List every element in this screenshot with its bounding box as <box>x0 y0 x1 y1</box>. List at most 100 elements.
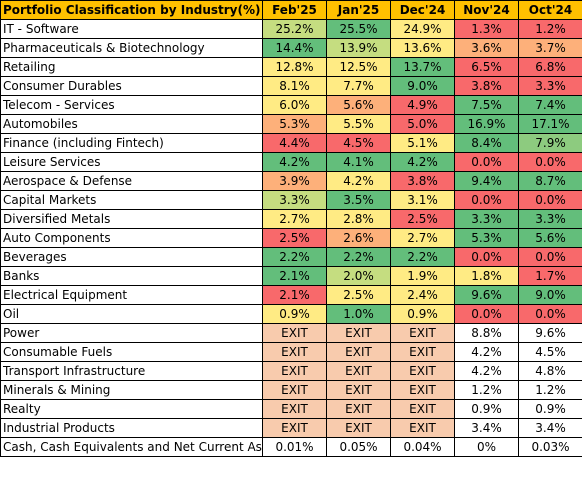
value-cell-oct-24: 4.8% <box>518 361 582 381</box>
value-cell-jan-25: 5.5% <box>326 114 391 134</box>
industry-label: Aerospace & Defense <box>0 171 263 191</box>
value-cell-oct-24: 0.9% <box>518 399 582 419</box>
value-cell-nov-24: 0.0% <box>454 152 519 172</box>
value-cell-jan-25: EXIT <box>326 361 391 381</box>
value-cell-jan-25: 12.5% <box>326 57 391 77</box>
value-cell-nov-24: 0% <box>454 437 519 457</box>
value-cell-jan-25: 2.6% <box>326 228 391 248</box>
value-cell-jan-25: 0.05% <box>326 437 391 457</box>
value-cell-feb-25: 3.9% <box>262 171 327 191</box>
value-cell-oct-24: 1.7% <box>518 266 582 286</box>
table-row: Auto Components 2.5% 2.6% 2.7% 5.3% 5.6% <box>0 228 582 248</box>
header-row: Portfolio Classification by Industry(%) … <box>0 0 582 20</box>
industry-label: Consumable Fuels <box>0 342 263 362</box>
value-cell-feb-25: 6.0% <box>262 95 327 115</box>
value-cell-dec-24: 2.4% <box>390 285 455 305</box>
value-cell-dec-24: 5.0% <box>390 114 455 134</box>
table-row: Oil 0.9% 1.0% 0.9% 0.0% 0.0% <box>0 304 582 324</box>
table-row: Minerals & Mining EXIT EXIT EXIT 1.2% 1.2% <box>0 380 582 400</box>
value-cell-nov-24: 3.3% <box>454 209 519 229</box>
value-cell-jan-25: EXIT <box>326 342 391 362</box>
value-cell-oct-24: 8.7% <box>518 171 582 191</box>
value-cell-dec-24: 4.9% <box>390 95 455 115</box>
value-cell-oct-24: 3.3% <box>518 76 582 96</box>
value-cell-oct-24: 1.2% <box>518 380 582 400</box>
industry-label: Telecom - Services <box>0 95 263 115</box>
table-row: Aerospace & Defense 3.9% 4.2% 3.8% 9.4% 8.7% <box>0 171 582 191</box>
value-cell-jan-25: 13.9% <box>326 38 391 58</box>
table-row: Leisure Services 4.2% 4.1% 4.2% 0.0% 0.0% <box>0 152 582 172</box>
header-industry: Portfolio Classification by Industry(%) <box>0 0 263 20</box>
value-cell-nov-24: 0.0% <box>454 304 519 324</box>
value-cell-oct-24: 4.5% <box>518 342 582 362</box>
table-row: Banks 2.1% 2.0% 1.9% 1.8% 1.7% <box>0 266 582 286</box>
table-row: Cash, Cash Equivalents and Net Current A… <box>0 437 582 457</box>
value-cell-nov-24: 3.6% <box>454 38 519 58</box>
value-cell-jan-25: EXIT <box>326 399 391 419</box>
value-cell-nov-24: 0.0% <box>454 190 519 210</box>
value-cell-dec-24: 3.1% <box>390 190 455 210</box>
value-cell-oct-24: 9.0% <box>518 285 582 305</box>
industry-label: Automobiles <box>0 114 263 134</box>
value-cell-jan-25: 25.5% <box>326 19 391 39</box>
table-row: Capital Markets 3.3% 3.5% 3.1% 0.0% 0.0% <box>0 190 582 210</box>
value-cell-jan-25: 3.5% <box>326 190 391 210</box>
value-cell-dec-24: 0.9% <box>390 304 455 324</box>
value-cell-dec-24: EXIT <box>390 399 455 419</box>
value-cell-feb-25: EXIT <box>262 323 327 343</box>
table-row: Realty EXIT EXIT EXIT 0.9% 0.9% <box>0 399 582 419</box>
value-cell-jan-25: 5.6% <box>326 95 391 115</box>
value-cell-feb-25: 25.2% <box>262 19 327 39</box>
value-cell-feb-25: 2.1% <box>262 266 327 286</box>
value-cell-feb-25: 3.3% <box>262 190 327 210</box>
value-cell-oct-24: 7.9% <box>518 133 582 153</box>
header-dec-24: Dec'24 <box>390 0 455 20</box>
table-row: Retailing 12.8% 12.5% 13.7% 6.5% 6.8% <box>0 57 582 77</box>
industry-label: Retailing <box>0 57 263 77</box>
value-cell-oct-24: 5.6% <box>518 228 582 248</box>
value-cell-dec-24: 13.7% <box>390 57 455 77</box>
value-cell-nov-24: 1.3% <box>454 19 519 39</box>
value-cell-feb-25: EXIT <box>262 380 327 400</box>
value-cell-feb-25: 4.2% <box>262 152 327 172</box>
table-row: IT - Software 25.2% 25.5% 24.9% 1.3% 1.2% <box>0 19 582 39</box>
value-cell-feb-25: 14.4% <box>262 38 327 58</box>
value-cell-feb-25: EXIT <box>262 361 327 381</box>
value-cell-feb-25: 2.7% <box>262 209 327 229</box>
value-cell-feb-25: 0.01% <box>262 437 327 457</box>
value-cell-feb-25: 12.8% <box>262 57 327 77</box>
industry-label: Diversified Metals <box>0 209 263 229</box>
industry-label: Realty <box>0 399 263 419</box>
value-cell-dec-24: EXIT <box>390 380 455 400</box>
value-cell-dec-24: 3.8% <box>390 171 455 191</box>
industry-label: Leisure Services <box>0 152 263 172</box>
table-row: Finance (including Fintech) 4.4% 4.5% 5.1% 8… <box>0 133 582 153</box>
table-row: Electrical Equipment 2.1% 2.5% 2.4% 9.6% 9.0% <box>0 285 582 305</box>
value-cell-jan-25: 1.0% <box>326 304 391 324</box>
industry-label: Pharmaceuticals & Biotechnology <box>0 38 263 58</box>
table-row: Consumable Fuels EXIT EXIT EXIT 4.2% 4.5% <box>0 342 582 362</box>
value-cell-feb-25: EXIT <box>262 418 327 438</box>
industry-label: Finance (including Fintech) <box>0 133 263 153</box>
value-cell-feb-25: 2.2% <box>262 247 327 267</box>
value-cell-oct-24: 3.7% <box>518 38 582 58</box>
value-cell-jan-25: 2.8% <box>326 209 391 229</box>
value-cell-oct-24: 0.0% <box>518 304 582 324</box>
value-cell-nov-24: 4.2% <box>454 361 519 381</box>
value-cell-nov-24: 9.6% <box>454 285 519 305</box>
value-cell-jan-25: 4.5% <box>326 133 391 153</box>
value-cell-dec-24: EXIT <box>390 323 455 343</box>
value-cell-nov-24: 9.4% <box>454 171 519 191</box>
value-cell-jan-25: 2.5% <box>326 285 391 305</box>
table-row: Telecom - Services 6.0% 5.6% 4.9% 7.5% 7.4% <box>0 95 582 115</box>
value-cell-feb-25: 4.4% <box>262 133 327 153</box>
table-row: Automobiles 5.3% 5.5% 5.0% 16.9% 17.1% <box>0 114 582 134</box>
value-cell-dec-24: 2.2% <box>390 247 455 267</box>
table-body: IT - Software 25.2% 25.5% 24.9% 1.3% 1.2% Phar… <box>0 19 582 457</box>
value-cell-oct-24: 3.4% <box>518 418 582 438</box>
value-cell-nov-24: 1.8% <box>454 266 519 286</box>
value-cell-nov-24: 5.3% <box>454 228 519 248</box>
value-cell-oct-24: 0.03% <box>518 437 582 457</box>
value-cell-nov-24: 3.8% <box>454 76 519 96</box>
table-row: Power EXIT EXIT EXIT 8.8% 9.6% <box>0 323 582 343</box>
